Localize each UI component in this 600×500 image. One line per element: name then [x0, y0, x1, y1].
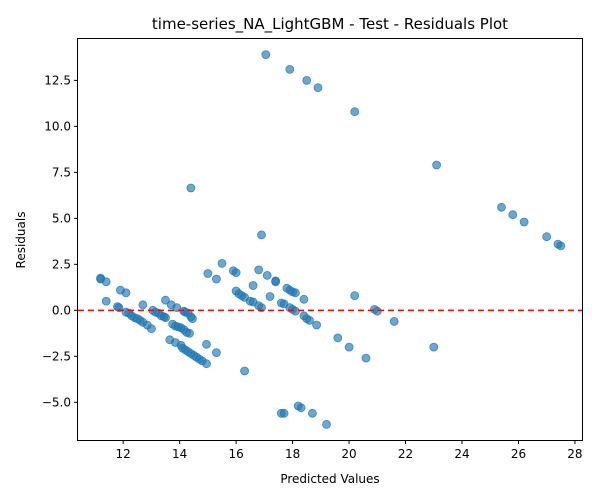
- y-axis-ticks: −5.0 −2.5 0.0 2.5 5.0 7.5 10.0 12.5: [42, 73, 78, 409]
- x-tick-label: 24: [454, 447, 469, 461]
- data-point: [202, 359, 211, 369]
- y-tick-label: 0.0: [52, 303, 71, 317]
- data-point: [497, 202, 506, 212]
- data-point: [279, 408, 289, 418]
- data-point: [276, 298, 286, 308]
- data-point: [372, 306, 382, 316]
- x-tick-label: 14: [172, 447, 187, 461]
- y-tick-label: 12.5: [44, 73, 71, 87]
- data-point: [187, 314, 197, 324]
- data-point: [161, 313, 170, 323]
- y-tick-label: 10.0: [44, 119, 71, 133]
- data-point: [313, 83, 323, 93]
- data-point: [265, 292, 275, 301]
- data-point: [271, 277, 281, 287]
- data-point: [146, 324, 156, 334]
- x-tick-label: 18: [285, 447, 300, 461]
- data-point: [202, 339, 211, 349]
- plot-frame: [77, 38, 583, 441]
- data-point: [350, 291, 360, 301]
- data-point: [185, 328, 194, 338]
- data-point: [285, 65, 295, 74]
- data-point: [290, 306, 300, 316]
- y-axis-label: Residuals: [14, 212, 28, 269]
- data-point: [231, 268, 241, 278]
- data-point: [350, 107, 360, 117]
- data-point: [138, 300, 148, 310]
- data-point: [344, 342, 354, 352]
- data-point: [101, 296, 111, 306]
- data-point: [432, 160, 442, 170]
- data-point: [101, 277, 111, 287]
- x-tick-label: 20: [341, 447, 356, 461]
- x-axis-ticks: 12 14 16 18 20 22 24 26 28: [116, 440, 583, 461]
- x-tick-label: 26: [511, 447, 526, 461]
- data-point: [556, 241, 566, 251]
- data-point: [261, 50, 271, 59]
- data-point: [290, 288, 300, 298]
- y-tick-label: −5.0: [42, 395, 71, 409]
- data-point: [312, 320, 322, 330]
- data-point: [519, 217, 529, 227]
- data-point: [302, 76, 312, 85]
- data-point: [305, 315, 314, 325]
- x-axis-label: Predicted Values: [280, 472, 379, 486]
- x-tick-label: 12: [116, 447, 131, 461]
- data-point: [307, 408, 317, 418]
- y-tick-label: 5.0: [52, 211, 71, 225]
- data-point: [254, 265, 264, 275]
- data-point: [211, 348, 221, 358]
- data-point: [299, 294, 309, 304]
- data-point: [389, 316, 399, 326]
- y-tick-label: −2.5: [42, 349, 71, 363]
- y-tick-label: 2.5: [52, 257, 71, 271]
- x-tick-label: 28: [567, 447, 582, 461]
- data-point: [121, 288, 131, 298]
- y-tick-label: 7.5: [52, 165, 71, 179]
- data-point: [361, 353, 371, 363]
- data-point: [333, 333, 343, 343]
- data-point: [186, 183, 196, 193]
- data-point: [248, 281, 258, 290]
- data-point: [240, 366, 250, 376]
- data-point: [296, 403, 306, 413]
- data-point: [203, 269, 213, 278]
- x-tick-label: 22: [398, 447, 413, 461]
- data-point: [508, 210, 518, 220]
- chart-title: time-series_NA_LightGBM - Test - Residua…: [152, 15, 508, 34]
- data-point: [161, 295, 170, 305]
- data-point: [211, 274, 221, 284]
- x-tick-label: 16: [228, 447, 243, 461]
- data-point: [257, 230, 266, 240]
- data-point: [217, 258, 227, 268]
- data-point: [322, 419, 331, 429]
- points-layer: [96, 50, 566, 429]
- data-point: [262, 270, 272, 280]
- data-point: [542, 232, 552, 242]
- data-point: [429, 342, 439, 352]
